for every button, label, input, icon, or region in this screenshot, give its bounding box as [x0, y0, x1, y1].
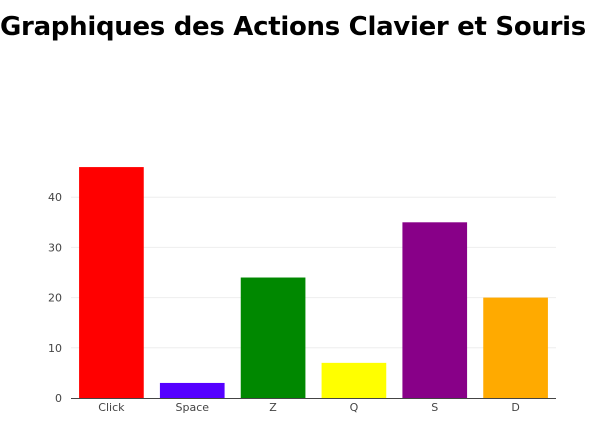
bar-click[interactable]	[79, 167, 144, 398]
bar-space[interactable]	[159, 382, 225, 398]
bars	[79, 167, 548, 398]
gridlines	[71, 196, 556, 349]
y-tick-label: 30	[48, 241, 62, 254]
x-tick-label: Z	[269, 401, 277, 414]
page-title: Graphiques des Actions Clavier et Souris	[0, 12, 586, 42]
x-tick-label: D	[511, 401, 519, 414]
y-tick-label: 40	[48, 191, 62, 204]
y-tick-label: 0	[55, 392, 62, 405]
bar-q[interactable]	[321, 362, 387, 398]
x-tick-label: Q	[350, 401, 359, 414]
bar-d[interactable]	[483, 297, 548, 398]
bar-s[interactable]	[402, 222, 468, 398]
bar-z[interactable]	[240, 277, 306, 398]
x-tick-label: S	[431, 401, 438, 414]
y-tick-labels: 0 10 20 30 40	[48, 191, 62, 405]
y-tick-label: 10	[48, 342, 62, 355]
x-tick-label: Click	[98, 401, 125, 414]
x-tick-labels: Click Space Z Q S D	[98, 401, 520, 414]
y-tick-label: 20	[48, 292, 62, 305]
x-tick-label: Space	[175, 401, 209, 414]
